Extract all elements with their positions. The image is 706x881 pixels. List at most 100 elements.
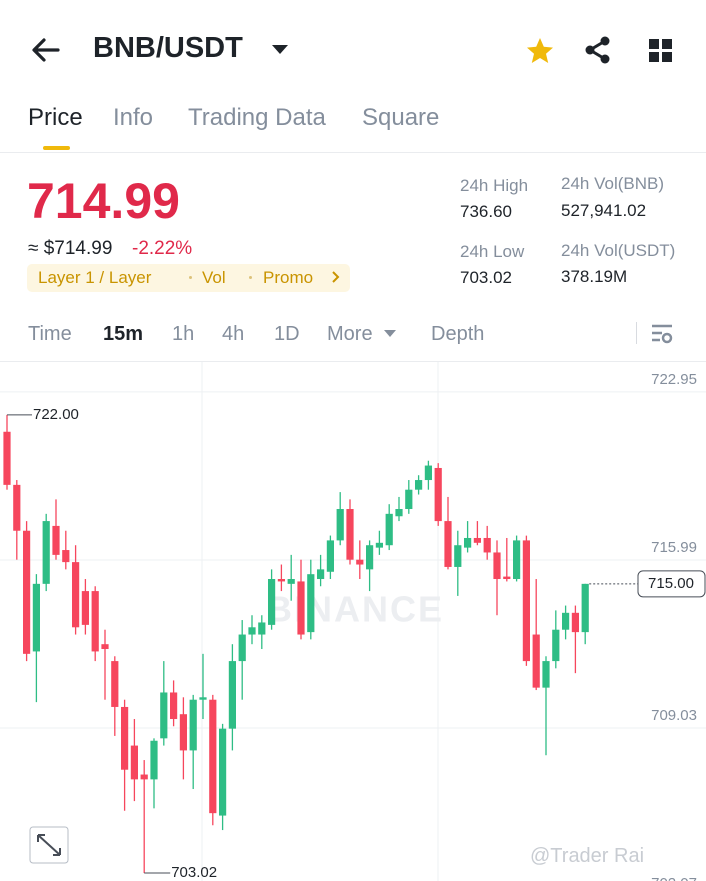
tag-bar (27, 264, 350, 292)
interval[interactable]: Depth (431, 323, 485, 345)
y-tick-label: 709.03 (651, 707, 697, 724)
more-caret (384, 330, 396, 337)
pair-title[interactable]: BNB/USDT (93, 32, 243, 64)
candle-body (336, 509, 344, 541)
tag[interactable]: Promo (263, 268, 314, 287)
divider (0, 361, 706, 362)
candle-body (121, 706, 129, 770)
candle-body (503, 576, 511, 580)
candle-body (23, 530, 31, 654)
pair-dropdown[interactable] (270, 42, 290, 56)
candle-body (473, 537, 481, 543)
interval[interactable]: Time (28, 323, 72, 345)
back-button[interactable] (30, 36, 62, 64)
candle-body (287, 579, 295, 584)
stat-label: 24h Vol(BNB) (561, 174, 664, 193)
candle-body (209, 699, 217, 814)
candle-body (228, 661, 236, 729)
candle-body (434, 467, 442, 522)
stat-value: 378.19M (561, 267, 628, 286)
stat-label: 24h Vol(USDT) (561, 241, 676, 260)
candle-body (297, 581, 305, 635)
candle-body (81, 591, 89, 625)
candle-body (532, 634, 540, 688)
interval[interactable]: 15m (103, 323, 144, 345)
candle-body (189, 699, 197, 751)
candle-body (317, 569, 325, 580)
candle-body (268, 579, 276, 625)
candle-body (581, 583, 589, 633)
tag[interactable]: Vol (202, 268, 226, 287)
stat-value: 736.60 (460, 202, 512, 221)
tab[interactable]: Trading Data (188, 104, 326, 131)
tab[interactable]: Info (113, 104, 154, 131)
interval[interactable]: 4h (222, 323, 245, 345)
tab[interactable]: Price (28, 104, 83, 131)
candle-body (307, 574, 315, 633)
candle-body (140, 774, 148, 780)
usd-price: ≈ $714.99 (28, 238, 113, 259)
candle-body (111, 661, 119, 707)
candle-body (170, 692, 178, 720)
interval[interactable]: 1h (172, 323, 195, 345)
candle-body (415, 480, 423, 490)
candle-body (277, 579, 285, 582)
expand-icon (37, 834, 61, 856)
candle-body (13, 484, 21, 531)
candle-body (179, 714, 187, 751)
candle-body (366, 545, 374, 570)
candle-body (62, 550, 70, 563)
candle-body (219, 728, 227, 816)
max-marker-label: 722.00 (33, 406, 79, 423)
share-icon[interactable] (584, 36, 612, 64)
candle-body (571, 612, 579, 633)
last-price-box (637, 570, 706, 598)
tab-indicator (43, 146, 70, 150)
candle-body (258, 622, 266, 635)
candle-body (72, 562, 80, 628)
stat-value: 527,941.02 (561, 201, 647, 220)
candle-body (552, 629, 560, 662)
candle-body (375, 542, 383, 548)
candle-body (424, 465, 432, 481)
separator (636, 322, 637, 344)
y-tick-label: 722.95 (651, 371, 697, 388)
tag-arrow (332, 271, 340, 283)
tag-dot (249, 276, 252, 279)
candle-body (238, 634, 246, 662)
interval[interactable]: More (327, 323, 373, 345)
candle-body (160, 692, 168, 739)
candle-body (3, 431, 11, 485)
candle-body (493, 552, 501, 580)
candle-body (248, 627, 256, 635)
image-watermark: @Trader Rai (530, 845, 645, 867)
menu-grid-icon[interactable] (649, 39, 673, 63)
interval[interactable]: 1D (274, 323, 300, 345)
candle-body (464, 537, 472, 548)
candle-body (130, 745, 138, 780)
candle-body (101, 644, 109, 650)
candle-body (522, 540, 530, 662)
tab[interactable]: Square (362, 104, 440, 131)
chart-settings-icon[interactable] (650, 323, 674, 345)
candle-body (513, 540, 521, 580)
candle-body (150, 740, 158, 780)
divider (0, 152, 706, 153)
candle-body (454, 545, 462, 567)
candle-body (199, 697, 207, 700)
candle-body (385, 513, 393, 546)
candle-body (91, 591, 99, 652)
candle-body (542, 661, 550, 688)
candle-body (405, 489, 413, 510)
min-marker-label: 703.02 (171, 864, 217, 881)
candlestick-chart: BINANCE 722.95 715.99 709.03 702.07 722.00 70… (0, 362, 706, 881)
stat-label: 24h High (460, 176, 529, 195)
candle-body (444, 521, 452, 567)
favorite-star[interactable] (525, 36, 555, 66)
tag[interactable]: Layer 1 / Layer (38, 268, 152, 287)
candle-body (346, 509, 354, 560)
y-tick-label: 715.99 (651, 539, 697, 556)
last-price-label: 715.00 (648, 575, 694, 592)
candle-body (42, 521, 50, 584)
